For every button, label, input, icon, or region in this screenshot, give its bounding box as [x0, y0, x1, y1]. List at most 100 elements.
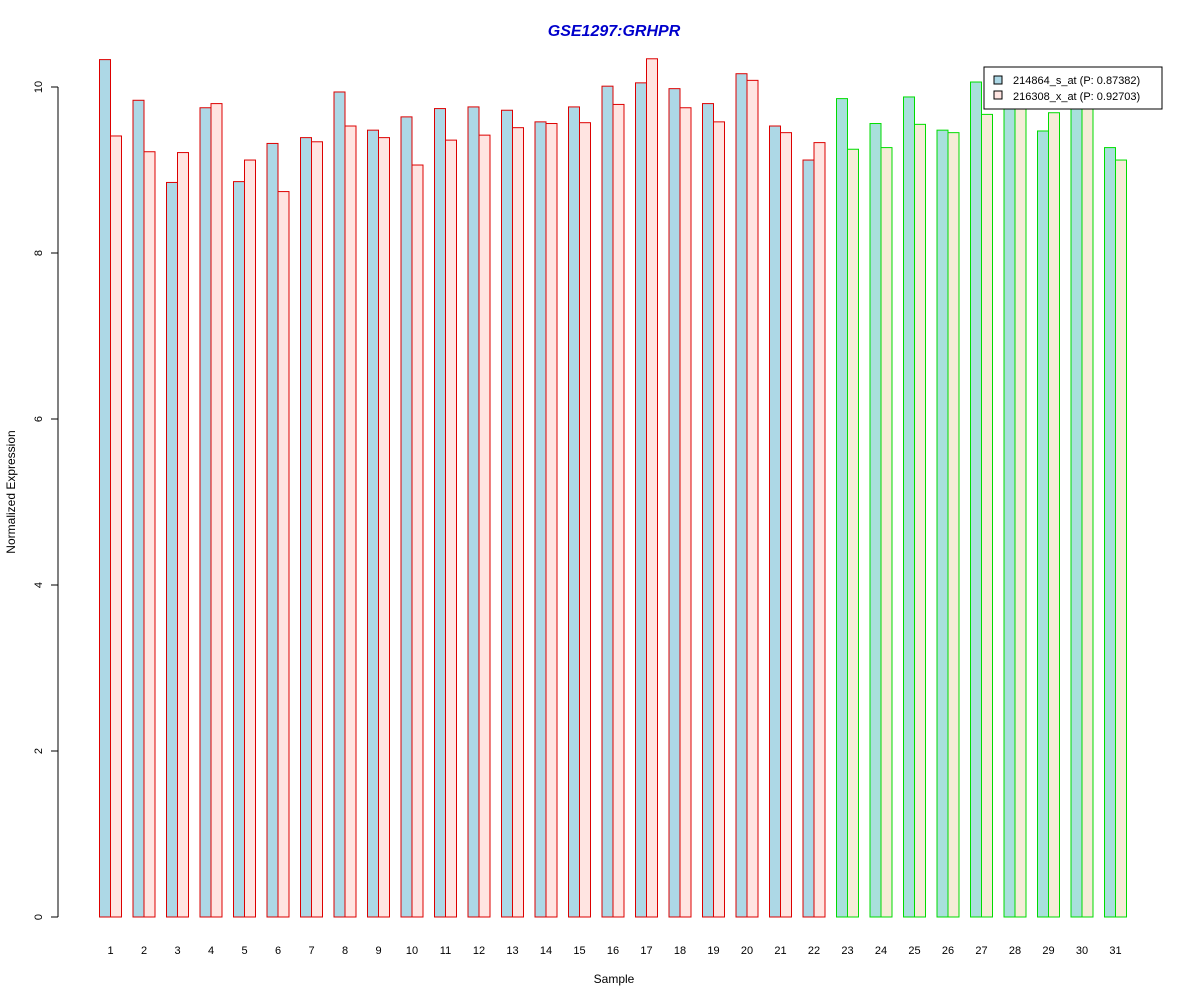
bar-series-1	[166, 181, 178, 918]
x-tick-label: 13	[506, 945, 518, 957]
bar-series-2	[981, 113, 993, 918]
bar-series-2	[612, 103, 625, 918]
bar-series-2	[947, 132, 960, 918]
y-tick-label: 6	[33, 416, 45, 422]
x-tick-label: 29	[1042, 945, 1054, 957]
x-tick-label: 27	[975, 945, 987, 957]
bar-series-2	[411, 164, 424, 918]
x-tick-labels: 1 2 3 4 5 6 7 8 9 10 11 12 13 14 15 16 17 18 19 20 21 22 23 24 2…	[107, 945, 1121, 957]
x-tick-label: 18	[674, 945, 686, 957]
bar-series-2	[880, 147, 893, 918]
bars-group	[99, 58, 1127, 918]
y-tick-label: 4	[33, 582, 45, 588]
bar-series-2	[110, 135, 122, 918]
x-tick-label: 26	[942, 945, 954, 957]
bar-series-2	[143, 151, 156, 918]
bar-series-2	[478, 134, 491, 918]
bar-series-1	[199, 107, 212, 918]
x-tick-label: 4	[208, 945, 214, 957]
bar-series-1	[300, 137, 312, 918]
bar-series-2	[713, 121, 725, 918]
bar-series-1	[635, 82, 647, 918]
bar-series-2	[177, 152, 189, 918]
x-tick-label: 25	[908, 945, 920, 957]
bar-series-2	[344, 125, 357, 918]
bar-series-2	[746, 79, 759, 918]
x-tick-label: 24	[875, 945, 887, 957]
legend-swatch-series-1	[993, 75, 1003, 85]
bar-series-2	[679, 107, 692, 918]
bar-series-2	[646, 58, 658, 918]
bar-series-1	[1104, 147, 1116, 918]
bar-series-2	[545, 123, 558, 918]
bar-series-1	[903, 96, 915, 918]
bar-series-2	[1048, 112, 1060, 918]
bar-series-1	[266, 142, 279, 918]
bar-series-1	[936, 129, 949, 918]
bar-series-1	[333, 91, 346, 918]
bar-series-1	[836, 98, 848, 918]
bar-series-1	[802, 159, 815, 918]
x-tick-label: 19	[707, 945, 719, 957]
x-tick-label: 16	[607, 945, 619, 957]
x-tick-label: 2	[141, 945, 147, 957]
bar-series-1	[534, 121, 547, 918]
legend-label-series-2: 216308_x_at (P: 0.92703)	[1013, 91, 1140, 103]
bar-series-2	[1115, 159, 1127, 918]
bar-series-1	[769, 125, 781, 918]
bar-series-1	[970, 81, 982, 918]
legend-label-series-1: 214864_s_at (P: 0.87382)	[1013, 75, 1140, 87]
bar-series-2	[277, 191, 290, 918]
x-tick-label: 5	[241, 945, 247, 957]
x-tick-label: 21	[774, 945, 786, 957]
x-tick-label: 28	[1009, 945, 1021, 957]
x-tick-label: 6	[275, 945, 281, 957]
y-axis-title: Normalized Expression	[4, 430, 18, 553]
y-tick-label: 10	[33, 81, 45, 93]
bar-series-2	[210, 103, 223, 918]
bar-series-2	[378, 137, 390, 918]
x-axis-title: Sample	[594, 972, 635, 986]
bar-series-1	[668, 88, 681, 918]
bar-series-1	[233, 181, 245, 918]
x-tick-label: 20	[741, 945, 753, 957]
x-tick-label: 31	[1109, 945, 1121, 957]
y-tick-label: 2	[33, 748, 45, 754]
bar-series-1	[1003, 94, 1016, 918]
x-tick-label: 22	[808, 945, 820, 957]
x-tick-label: 15	[573, 945, 585, 957]
bar-series-2	[1014, 94, 1027, 918]
bar-series-1	[99, 59, 111, 918]
bar-series-1	[869, 123, 882, 918]
bar-series-1	[1037, 130, 1049, 918]
x-tick-label: 11	[440, 945, 451, 957]
x-tick-label: 3	[174, 945, 180, 957]
bar-series-1	[1070, 98, 1083, 918]
bar-series-2	[780, 132, 792, 918]
bar-series-1	[601, 85, 614, 918]
bar-series-2	[813, 142, 826, 918]
x-tick-label: 1	[107, 945, 113, 957]
bar-series-2	[512, 127, 524, 918]
x-tick-label: 7	[308, 945, 314, 957]
bar-series-2	[445, 139, 457, 918]
x-tick-label: 30	[1076, 945, 1088, 957]
x-tick-label: 10	[406, 945, 418, 957]
bar-series-2	[914, 123, 926, 918]
chart-title: GSE1297:GRHPR	[548, 23, 681, 40]
x-tick-label: 9	[375, 945, 381, 957]
bar-series-2	[1081, 97, 1094, 918]
x-tick-label: 17	[640, 945, 652, 957]
y-tick-label: 0	[33, 914, 45, 920]
bar-series-2	[244, 159, 256, 918]
bar-series-1	[434, 108, 446, 918]
bar-series-1	[501, 109, 513, 918]
bar-series-2	[311, 141, 323, 918]
bar-series-2	[579, 122, 591, 918]
bar-series-1	[467, 106, 480, 918]
bar-series-1	[132, 99, 145, 918]
legend: 214864_s_at (P: 0.87382) 216308_x_at (P:…	[983, 66, 1163, 110]
x-tick-label: 8	[342, 945, 348, 957]
bar-series-1	[568, 106, 580, 918]
